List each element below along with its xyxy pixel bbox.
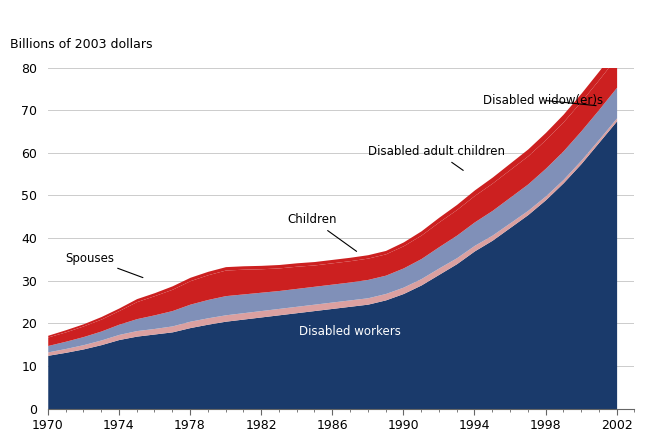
Text: Children: Children [288, 213, 357, 251]
Text: Disabled adult children: Disabled adult children [368, 145, 505, 170]
Text: Spouses: Spouses [66, 252, 143, 278]
Text: Disabled workers: Disabled workers [299, 325, 401, 338]
Text: Billions of 2003 dollars: Billions of 2003 dollars [10, 38, 152, 51]
Text: Disabled widow(er)s: Disabled widow(er)s [484, 94, 603, 107]
